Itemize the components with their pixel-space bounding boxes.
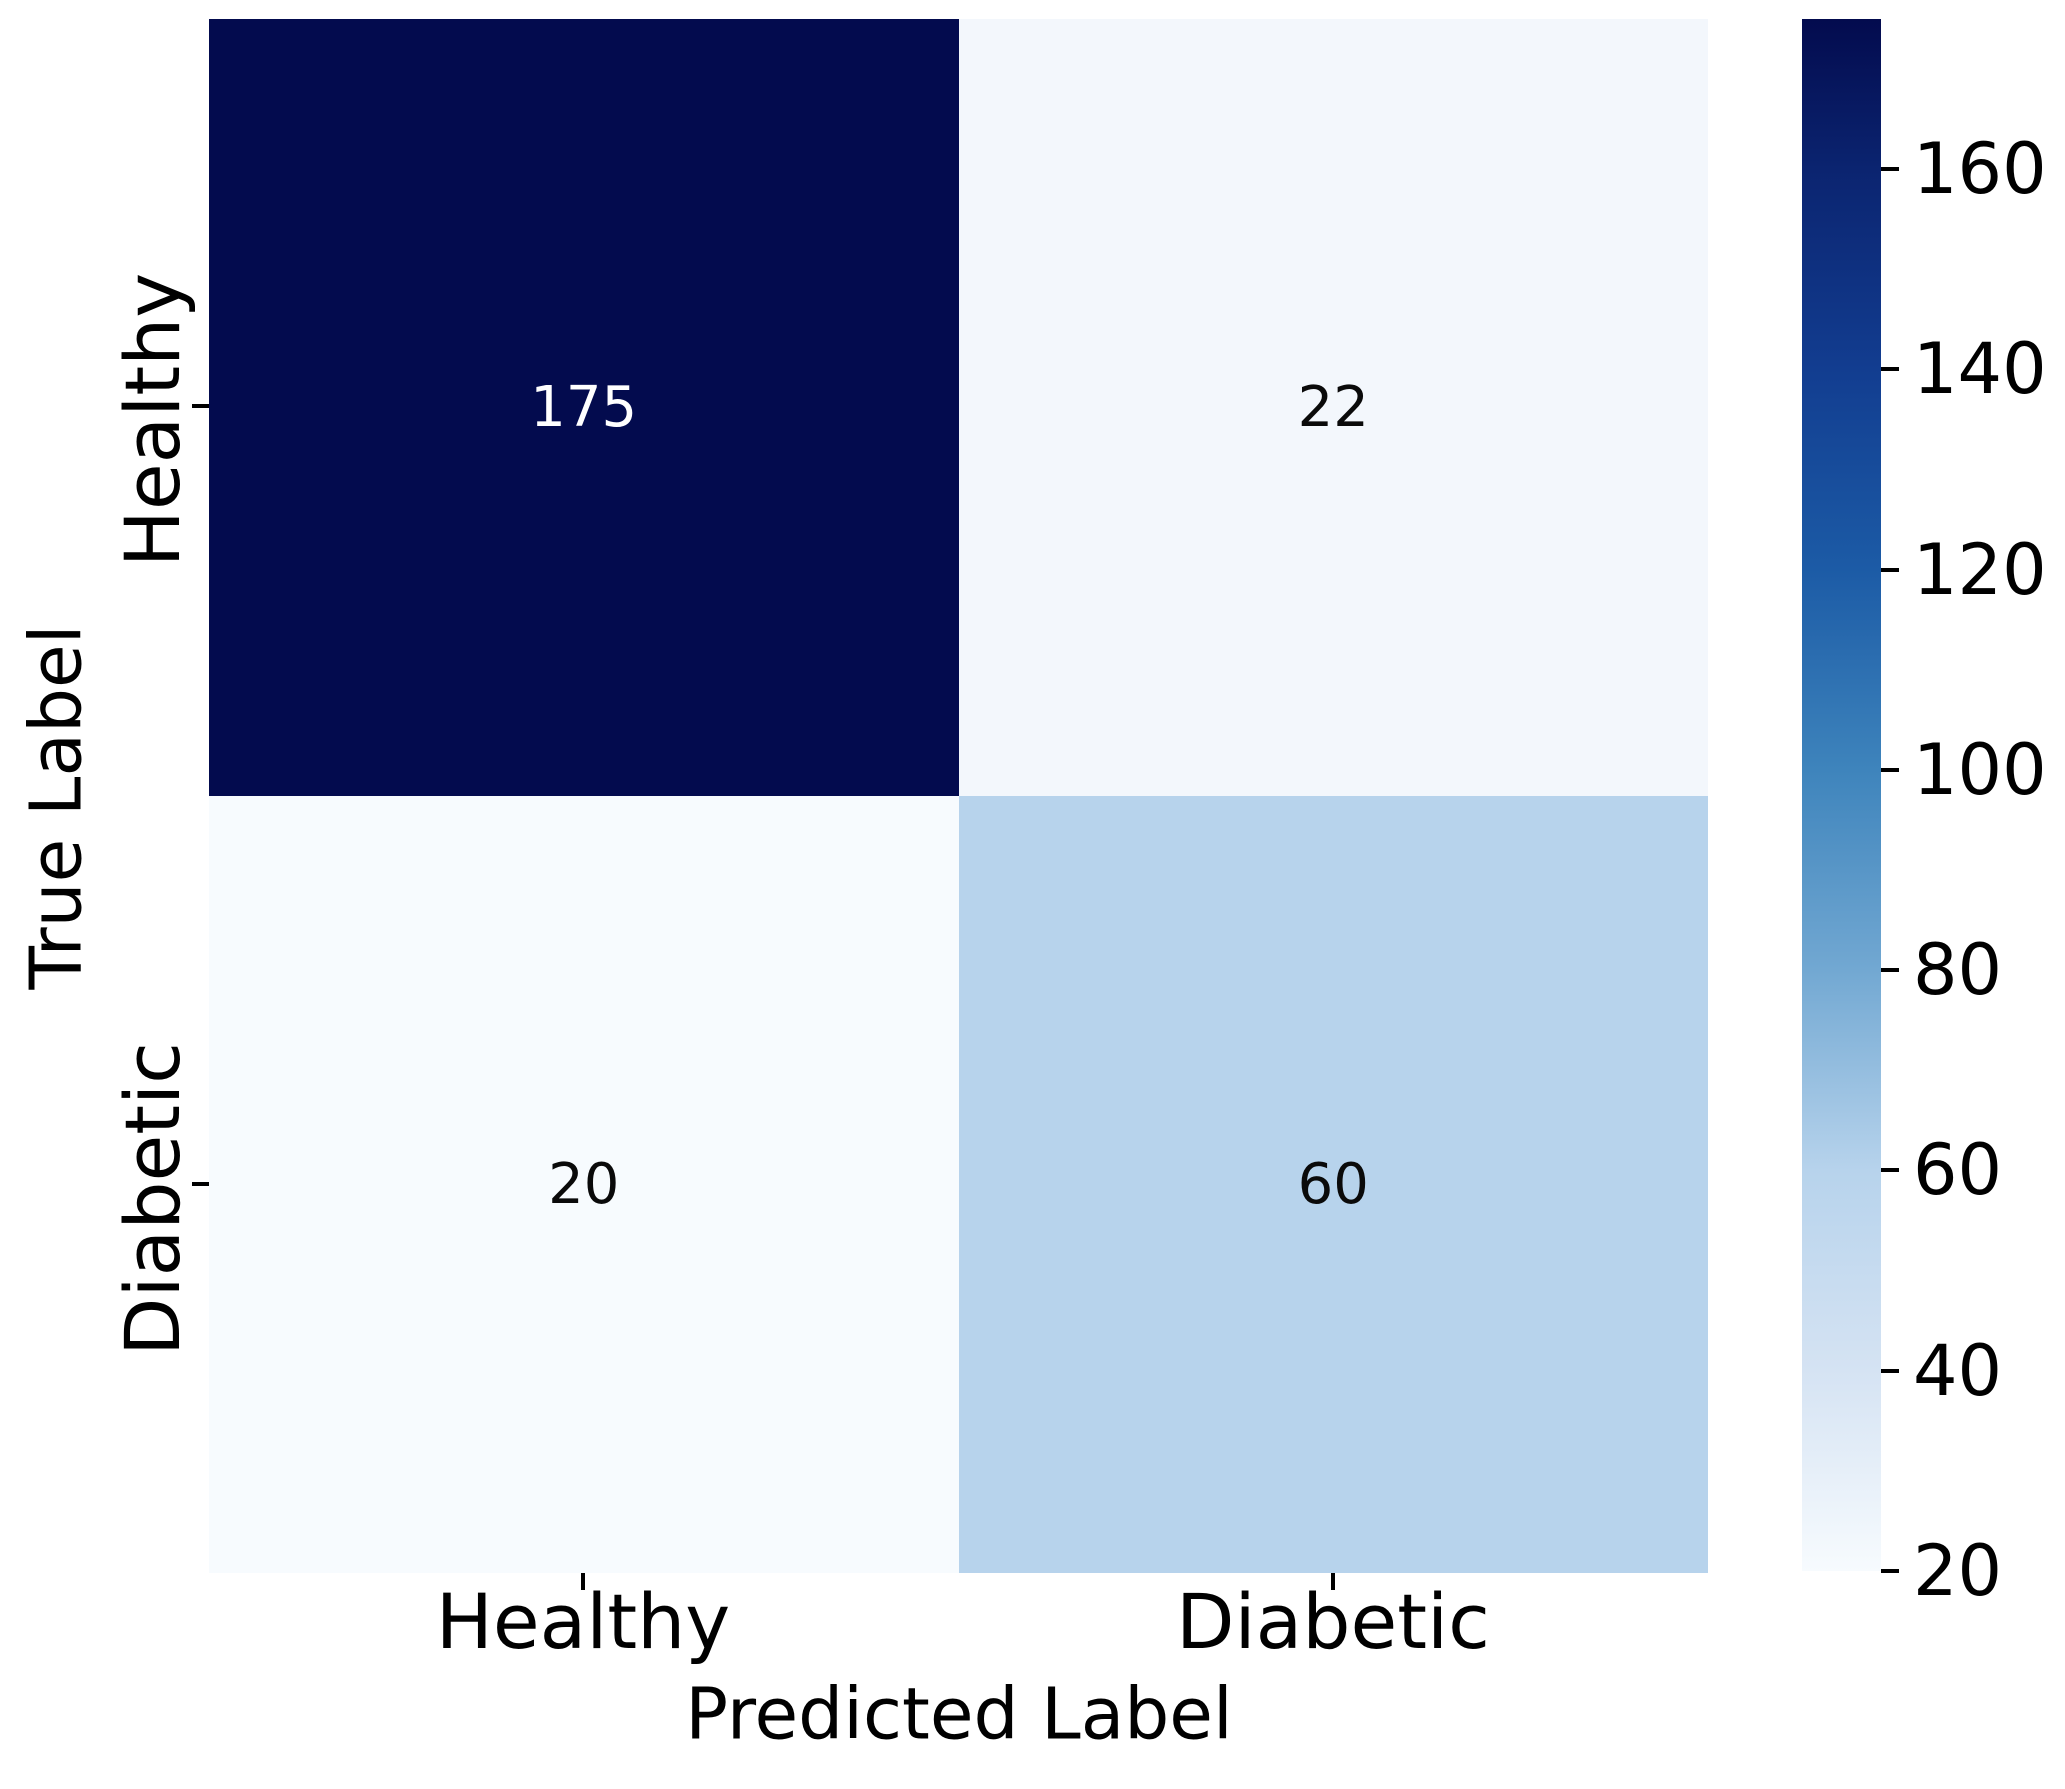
heatmap-grid: 175 22 20 60 <box>209 19 1708 1573</box>
cell-value: 22 <box>1297 374 1369 440</box>
colorbar-tick-label: 140 <box>1913 328 2047 411</box>
colorbar-tick-dash <box>1881 1368 1899 1373</box>
x-tick-label-diabetic: Diabetic <box>1176 1577 1490 1666</box>
cell-value: 60 <box>1297 1151 1369 1217</box>
colorbar-tick-dash <box>1881 968 1899 973</box>
cell-value: 20 <box>548 1151 620 1217</box>
x-tick-label-healthy: Healthy <box>435 1577 731 1666</box>
colorbar-tick-dash <box>1881 367 1899 372</box>
x-axis-title: Predicted Label <box>685 1672 1233 1756</box>
colorbar-tick-label: 80 <box>1913 929 2003 1012</box>
colorbar-tick-label: 40 <box>1913 1329 2003 1412</box>
y-axis-title: True Label <box>14 624 98 990</box>
y-tick-mark-healthy <box>192 404 209 408</box>
colorbar: 160 140 120 100 80 60 40 20 <box>1802 19 2047 1606</box>
colorbar-tick-label: 60 <box>1913 1129 2003 1212</box>
cell-true-diabetic-pred-diabetic: 60 <box>958 796 1708 1573</box>
cell-true-healthy-pred-healthy: 175 <box>209 19 959 796</box>
colorbar-tick-dash <box>1881 768 1899 772</box>
y-tick-mark-diabetic <box>192 1182 209 1186</box>
colorbar-tick-label: 160 <box>1913 128 2047 211</box>
y-tick-label-healthy: Healthy <box>108 272 197 568</box>
cell-value: 175 <box>530 374 638 440</box>
colorbar-tick-dash <box>1881 567 1899 572</box>
y-tick-label-diabetic: Diabetic <box>108 1042 197 1356</box>
colorbar-tick-label: 100 <box>1913 729 2047 811</box>
colorbar-gradient <box>1802 19 1881 1571</box>
cell-true-diabetic-pred-healthy: 20 <box>209 796 959 1573</box>
colorbar-tick-dash <box>1881 167 1899 172</box>
x-tick-mark-diabetic <box>1331 1573 1335 1590</box>
x-tick-mark-healthy <box>581 1573 585 1590</box>
colorbar-tick-dash <box>1881 1168 1899 1173</box>
cell-true-healthy-pred-diabetic: 22 <box>958 19 1708 796</box>
colorbar-tick-label: 20 <box>1913 1530 2003 1612</box>
colorbar-tick-label: 120 <box>1913 528 2047 611</box>
colorbar-tick-dash <box>1881 1569 1899 1573</box>
